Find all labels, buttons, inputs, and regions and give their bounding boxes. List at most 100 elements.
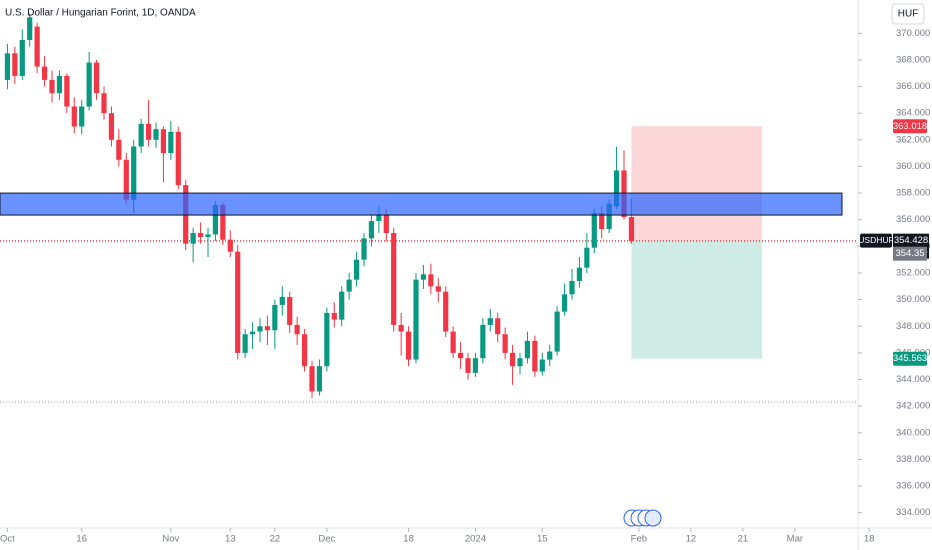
candle-body [487, 318, 493, 325]
last-price-tag: 354.428 [894, 235, 928, 246]
candle-body [235, 251, 241, 353]
candle-body [547, 351, 553, 360]
candle-body [12, 53, 18, 76]
y-tick-label: 340.000 [896, 427, 930, 438]
symbol-tag-bg [860, 233, 892, 248]
supply-zone [0, 192, 843, 216]
candle-body [212, 205, 219, 235]
candle-body [264, 326, 271, 331]
candle-body [539, 359, 545, 372]
candle-body [227, 239, 233, 252]
candle-body [294, 324, 300, 335]
candle-body [101, 93, 107, 114]
candle-body [131, 146, 137, 200]
y-tick-label: 362.000 [896, 134, 930, 145]
candle-body [301, 334, 308, 367]
target-box [631, 240, 762, 359]
candle-body [79, 106, 85, 127]
currency-button[interactable] [891, 3, 925, 25]
candle-body [138, 123, 144, 147]
stop-tag: 363.018 [893, 121, 927, 132]
candle-body [524, 340, 531, 359]
candle-body [383, 214, 389, 234]
candle-body [339, 291, 345, 320]
candle-body [123, 159, 129, 200]
candle-body [160, 129, 167, 154]
candle-body [391, 233, 397, 325]
candle-body [576, 267, 583, 281]
candle-body [287, 296, 293, 325]
y-tick-label: 352.000 [896, 268, 930, 279]
candle-body [420, 274, 427, 280]
candle-body [413, 279, 419, 360]
y-tick-label: 342.000 [896, 401, 930, 412]
candle-body [272, 304, 278, 331]
candle-body [405, 331, 412, 360]
candle-body [346, 279, 352, 292]
y-tick-label: 358.000 [896, 188, 930, 199]
candle-body [398, 324, 404, 332]
stop-box [631, 126, 762, 241]
candle-body [480, 324, 486, 359]
candle-body [532, 340, 538, 372]
candle-body [145, 123, 152, 140]
x-tick-label: Feb [631, 534, 647, 545]
candle-body [4, 53, 11, 80]
candle-body [361, 238, 367, 260]
candle-body [197, 233, 204, 238]
candle-body [331, 312, 337, 320]
candle-body [353, 259, 360, 280]
x-tick-label: 18 [864, 534, 875, 545]
x-tick-label: 12 [686, 534, 697, 545]
candle-body [517, 358, 523, 367]
y-tick-label: 350.000 [896, 294, 930, 305]
candle-body [599, 213, 605, 230]
candle-body [153, 129, 159, 140]
candle-body [443, 291, 449, 332]
y-tick-label: 356.000 [896, 214, 930, 225]
stop-tag-bg [893, 119, 927, 134]
x-tick-label: 13 [225, 534, 236, 545]
candle-body [502, 334, 508, 353]
candle-body [34, 26, 40, 67]
candle-body [116, 139, 122, 160]
candle-body [561, 294, 568, 312]
candle-body [309, 366, 315, 392]
candle-body [19, 39, 25, 76]
bid-tag-bg [893, 246, 927, 261]
candle-body [249, 331, 256, 335]
candle-body [554, 311, 560, 352]
chart-title: U.S. Dollar / Hungarian Forint, 1D, OAND… [5, 8, 196, 19]
x-tick-label: 18 [403, 534, 414, 545]
x-tick-label: Mar [787, 534, 803, 545]
y-tick-label: 364.000 [896, 108, 930, 119]
candle-body [465, 358, 471, 373]
candle-body [242, 334, 248, 353]
candle-body [56, 75, 63, 94]
candle-body [472, 358, 479, 373]
y-tick-label: 348.000 [896, 321, 930, 332]
candle-body [450, 331, 456, 353]
x-tick-label: 21 [738, 534, 749, 545]
candle-body [428, 274, 434, 287]
candle-body [591, 213, 597, 248]
y-tick-label: 366.000 [896, 81, 930, 92]
candle-body [628, 217, 635, 242]
candle-body [64, 75, 70, 107]
x-tick-label: Oct [0, 534, 15, 545]
candle-body [27, 17, 33, 40]
candle-body [316, 366, 323, 392]
x-tick-label: 22 [270, 534, 281, 545]
candle-body [569, 280, 575, 295]
candle-body [86, 62, 92, 107]
candle-body [205, 234, 211, 238]
candle-body [108, 113, 115, 140]
y-tick-label: 370.000 [896, 28, 930, 39]
logo [623, 509, 662, 527]
candle-body [457, 352, 464, 359]
target-tag-bg [893, 351, 927, 366]
y-tick-label: 360.000 [896, 161, 930, 172]
x-tick-label: 2024 [465, 534, 486, 545]
